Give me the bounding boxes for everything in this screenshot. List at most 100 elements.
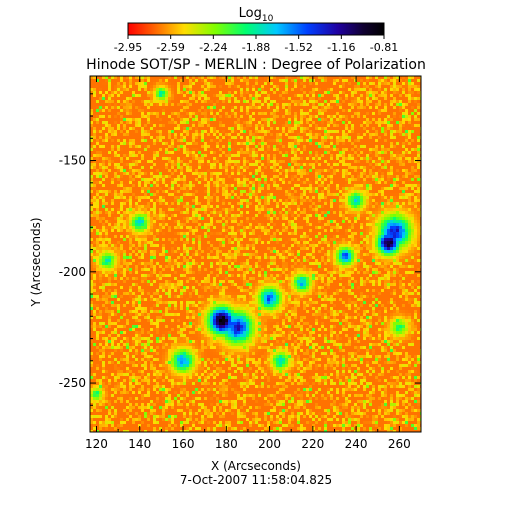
map-pixel xyxy=(165,160,168,163)
map-pixel xyxy=(264,121,267,124)
map-pixel xyxy=(375,88,378,91)
map-pixel xyxy=(390,190,393,193)
map-pixel xyxy=(153,127,156,130)
map-pixel xyxy=(330,79,333,82)
map-pixel xyxy=(261,157,264,160)
map-pixel xyxy=(411,148,414,151)
map-pixel xyxy=(135,205,138,208)
map-pixel xyxy=(150,160,153,163)
map-pixel xyxy=(189,82,192,85)
map-pixel xyxy=(363,208,366,211)
map-pixel xyxy=(303,124,306,127)
map-pixel xyxy=(348,178,351,181)
map-pixel xyxy=(201,151,204,154)
map-pixel xyxy=(225,172,228,175)
map-pixel xyxy=(363,112,366,115)
map-pixel xyxy=(171,103,174,106)
map-pixel xyxy=(240,208,243,211)
map-pixel xyxy=(381,121,384,124)
map-pixel xyxy=(321,175,324,178)
map-pixel xyxy=(156,196,159,199)
map-pixel xyxy=(168,106,171,109)
map-pixel xyxy=(249,127,252,130)
map-pixel xyxy=(360,202,363,205)
map-pixel xyxy=(417,193,420,196)
map-pixel xyxy=(204,97,207,100)
map-pixel xyxy=(369,169,372,172)
map-pixel xyxy=(165,148,168,151)
map-pixel xyxy=(156,139,159,142)
map-pixel xyxy=(267,190,270,193)
map-pixel xyxy=(399,202,402,205)
map-pixel xyxy=(270,85,273,88)
map-pixel xyxy=(171,133,174,136)
map-pixel xyxy=(270,76,273,79)
map-pixel xyxy=(405,118,408,121)
map-pixel xyxy=(99,127,102,130)
map-pixel xyxy=(102,88,105,91)
map-pixel xyxy=(387,199,390,202)
map-pixel xyxy=(396,94,399,97)
map-pixel xyxy=(120,196,123,199)
map-pixel xyxy=(297,160,300,163)
map-pixel xyxy=(216,97,219,100)
map-pixel xyxy=(402,154,405,157)
map-pixel xyxy=(99,94,102,97)
map-pixel xyxy=(360,103,363,106)
map-pixel xyxy=(201,184,204,187)
map-pixel xyxy=(237,205,240,208)
map-pixel xyxy=(177,184,180,187)
map-pixel xyxy=(162,145,165,148)
map-pixel xyxy=(357,85,360,88)
map-pixel xyxy=(150,157,153,160)
map-pixel xyxy=(132,85,135,88)
map-pixel xyxy=(288,76,291,79)
map-pixel xyxy=(141,178,144,181)
map-pixel xyxy=(288,205,291,208)
map-pixel xyxy=(351,82,354,85)
map-pixel xyxy=(252,163,255,166)
map-pixel xyxy=(303,169,306,172)
map-pixel xyxy=(102,154,105,157)
map-pixel xyxy=(171,193,174,196)
map-pixel xyxy=(135,190,138,193)
map-pixel xyxy=(405,157,408,160)
map-pixel xyxy=(315,148,318,151)
map-pixel xyxy=(294,136,297,139)
map-pixel xyxy=(414,175,417,178)
map-pixel xyxy=(180,205,183,208)
map-pixel xyxy=(150,166,153,169)
map-pixel xyxy=(180,127,183,130)
map-pixel xyxy=(363,160,366,163)
map-pixel xyxy=(249,88,252,91)
map-pixel xyxy=(387,160,390,163)
map-pixel xyxy=(288,178,291,181)
map-pixel xyxy=(210,178,213,181)
map-pixel xyxy=(285,85,288,88)
map-pixel xyxy=(360,109,363,112)
map-pixel xyxy=(348,136,351,139)
map-pixel xyxy=(336,148,339,151)
map-pixel xyxy=(222,82,225,85)
map-pixel xyxy=(234,142,237,145)
map-pixel xyxy=(255,115,258,118)
map-pixel xyxy=(414,139,417,142)
map-pixel xyxy=(378,157,381,160)
map-pixel xyxy=(294,193,297,196)
map-pixel xyxy=(150,193,153,196)
map-pixel xyxy=(237,139,240,142)
map-pixel xyxy=(303,127,306,130)
map-pixel xyxy=(351,166,354,169)
map-pixel xyxy=(165,133,168,136)
map-pixel xyxy=(321,205,324,208)
map-pixel xyxy=(111,205,114,208)
map-pixel xyxy=(354,163,357,166)
map-pixel xyxy=(303,133,306,136)
map-pixel xyxy=(381,76,384,79)
map-pixel xyxy=(162,97,165,100)
map-pixel xyxy=(378,187,381,190)
map-pixel xyxy=(261,115,264,118)
map-pixel xyxy=(249,202,252,205)
map-pixel xyxy=(105,151,108,154)
map-pixel xyxy=(396,121,399,124)
